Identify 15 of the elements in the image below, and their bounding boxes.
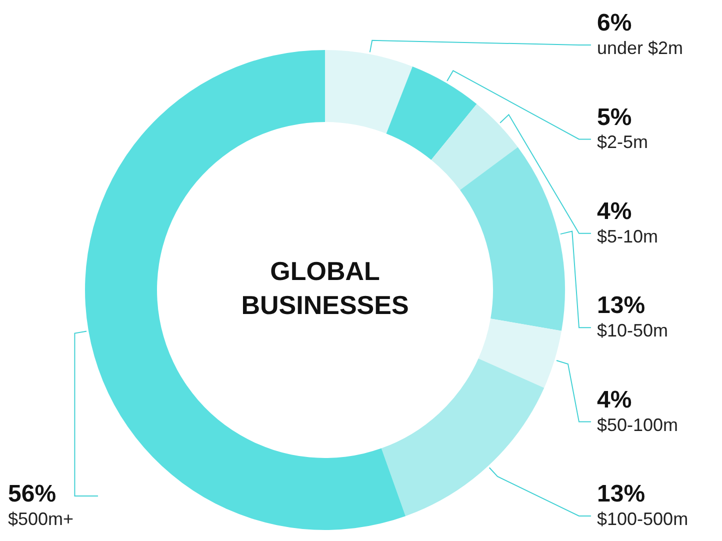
data-label: 5% xyxy=(597,104,632,131)
slice-label: $500m+ xyxy=(8,508,74,529)
data-label: 13% xyxy=(597,292,646,320)
data-label: 4% xyxy=(597,198,632,226)
slice-label: $10-50m xyxy=(597,320,668,341)
data-label: 13% xyxy=(597,480,646,508)
data-label: 6% xyxy=(597,10,632,37)
slice-label: $2-5m xyxy=(597,132,648,152)
slice-label: $50-100m xyxy=(597,414,678,435)
data-label: 56% xyxy=(8,480,56,508)
data-label: 4% xyxy=(597,386,632,414)
slice-label: $5-10m xyxy=(597,226,658,246)
slice-label: $100-500m xyxy=(597,508,688,529)
slice-label: under $2m xyxy=(597,38,684,58)
text: GLOBAL BUSINESSES xyxy=(241,256,409,320)
